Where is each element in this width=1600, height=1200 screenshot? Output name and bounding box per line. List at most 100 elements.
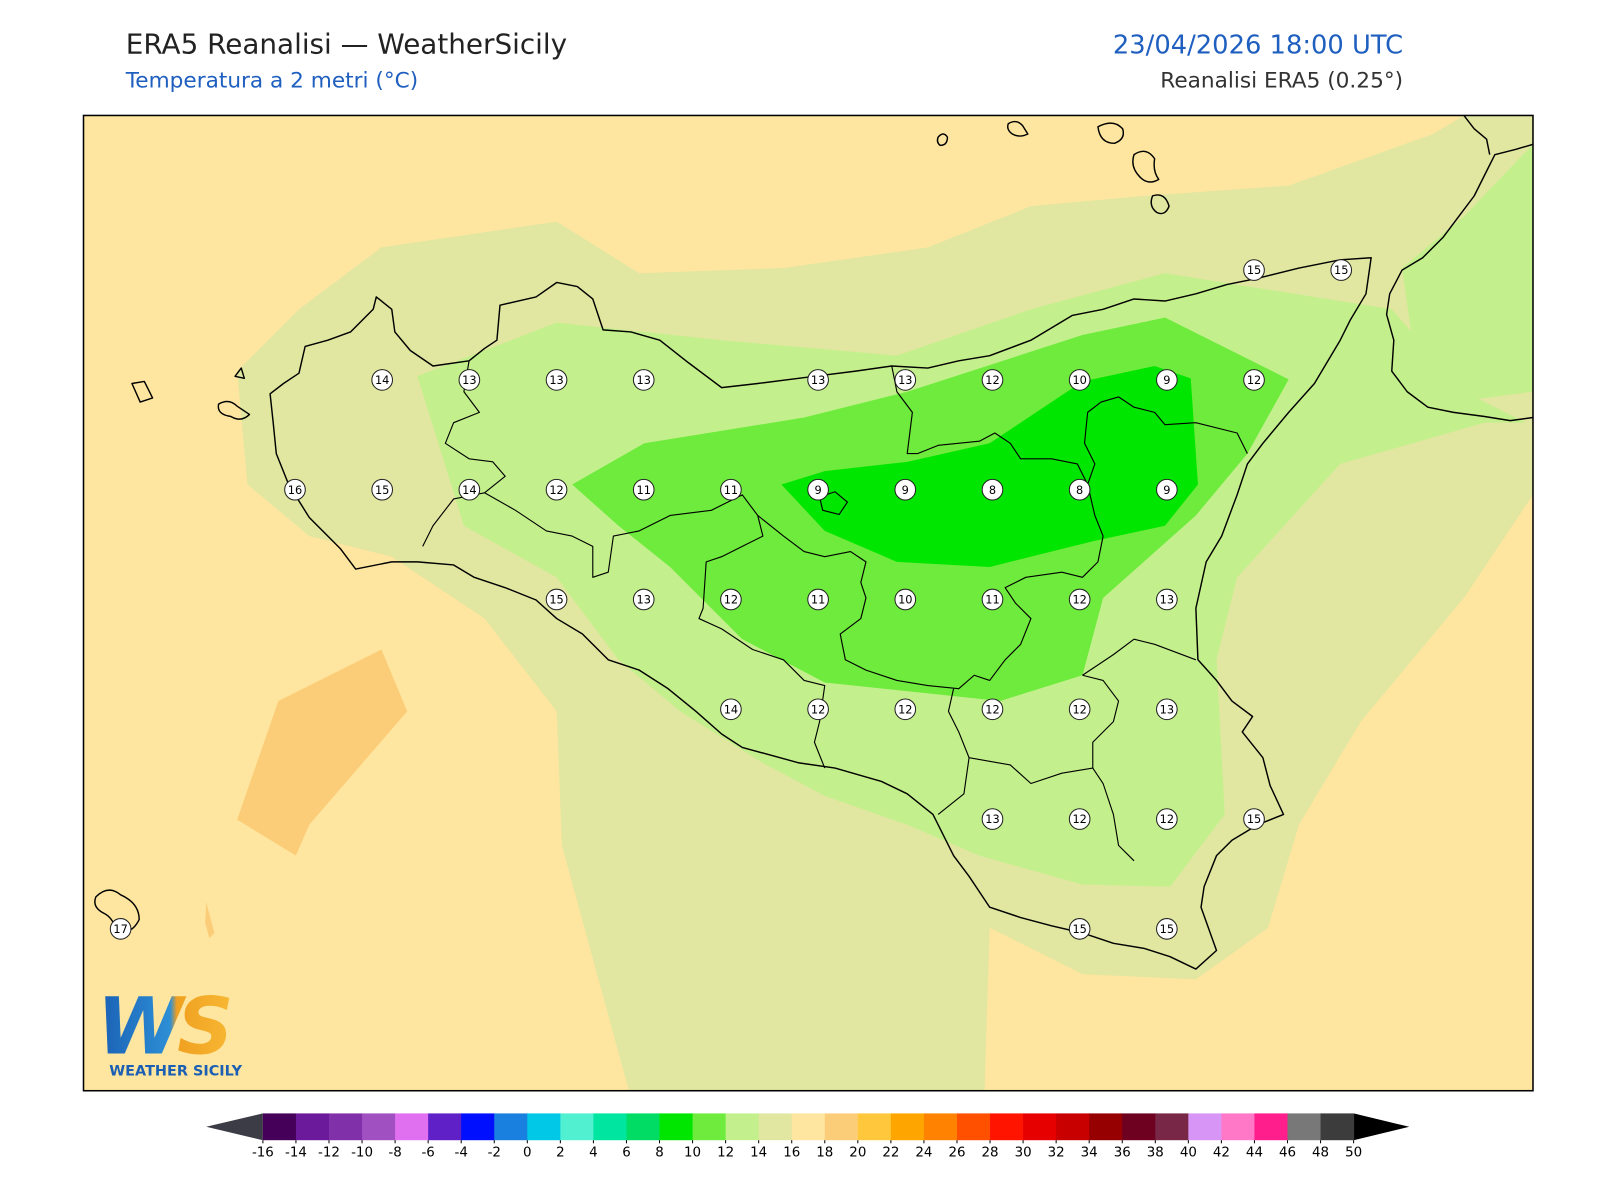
- station-marker: [981, 808, 1004, 830]
- colorbar-tick-label: 10: [684, 1146, 701, 1161]
- colorbar-tick-label: 26: [948, 1146, 965, 1161]
- station-value: 14: [375, 373, 389, 387]
- colorbar-tick-label: 8: [655, 1146, 664, 1161]
- station-marker: [1068, 588, 1091, 611]
- station-marker: [1068, 698, 1091, 721]
- station-marker: [1243, 259, 1265, 281]
- station-marker: [1068, 808, 1091, 830]
- station-marker: [1243, 369, 1265, 391]
- station-marker: [632, 478, 655, 501]
- province-border: [891, 365, 1089, 485]
- coastline: [269, 257, 1372, 970]
- province-border: [1082, 638, 1197, 676]
- colorbar-tick-label: 32: [1048, 1146, 1065, 1161]
- colorbar-box: [593, 1113, 627, 1141]
- station-value: 11: [811, 593, 825, 607]
- colorbar-tick-label: 14: [750, 1146, 767, 1161]
- title: ERA5 Reanalisi — WeatherSicily: [126, 28, 567, 61]
- island: [1007, 120, 1029, 137]
- colorbar-tick-label: 48: [1312, 1146, 1329, 1161]
- map-frame: [82, 114, 1534, 1092]
- colorbar-tick-label: 12: [717, 1146, 734, 1161]
- station-marker: [894, 369, 917, 391]
- station-marker: [371, 478, 393, 501]
- station-marker: [720, 478, 742, 501]
- province-border: [1082, 674, 1120, 769]
- colorbar-box: [857, 1113, 892, 1141]
- colorbar-box: [494, 1113, 528, 1141]
- station-marker: [720, 588, 742, 611]
- station-marker: [632, 369, 655, 391]
- station-marker: [458, 369, 481, 391]
- colorbar-box: [1122, 1113, 1156, 1141]
- colorbar-box: [1155, 1113, 1189, 1141]
- station-value: 10: [898, 593, 912, 607]
- province-border: [484, 492, 826, 769]
- colorbar-tick-label: 40: [1180, 1146, 1197, 1161]
- colorbar-tick-label: 44: [1246, 1146, 1263, 1161]
- station-marker: [371, 369, 393, 391]
- station-value: 12: [811, 702, 825, 716]
- island: [1132, 150, 1160, 183]
- station-value: 13: [1160, 593, 1174, 607]
- station-value: 11: [637, 483, 651, 497]
- colorbar-box: [428, 1113, 462, 1141]
- colorbar-box: [824, 1113, 859, 1141]
- colorbar-box: [758, 1113, 793, 1141]
- station-marker: [632, 588, 655, 611]
- station-value: 12: [985, 373, 999, 387]
- colorbar: -16 -14 -12 -10 -8 -6 -4 -2 0 2 4 6 8 10 12 14 16 18 20 22 2…: [206, 1113, 1410, 1161]
- colorbar-tick-label: -10: [351, 1146, 373, 1161]
- colorbar-box: [890, 1113, 925, 1141]
- colorbar-box: [395, 1113, 429, 1141]
- station-marker: [1068, 369, 1091, 391]
- station-value: 15: [1160, 922, 1174, 936]
- colorbar-tick-label: 42: [1213, 1146, 1230, 1161]
- colorbar-tick-label: 24: [915, 1146, 932, 1161]
- station-marker: [720, 698, 742, 721]
- station-value: 13: [637, 373, 651, 387]
- station-value: 15: [1247, 812, 1261, 826]
- station-marker: [807, 588, 829, 611]
- colorbar-tick-label: 20: [849, 1146, 866, 1161]
- station-value: 12: [724, 593, 738, 607]
- station-marker: [807, 369, 829, 391]
- colorbar-box: [262, 1113, 297, 1141]
- colorbar-tick-label: 18: [816, 1146, 833, 1161]
- colorbar-tick-label: 6: [622, 1146, 631, 1161]
- station-value: 15: [375, 483, 389, 497]
- field-8-10: [781, 365, 1198, 568]
- station-marker: [1243, 808, 1265, 830]
- station-value: 9: [1163, 483, 1170, 497]
- colorbar-tick-label: -2: [488, 1146, 501, 1161]
- colorbar-box: [725, 1113, 760, 1141]
- colorbar-box: [1023, 1113, 1057, 1141]
- colorbar-tick-label: 50: [1345, 1146, 1362, 1161]
- colorbar-tick-label: 4: [589, 1146, 598, 1161]
- station-marker: [1068, 478, 1091, 501]
- source: Reanalisi ERA5 (0.25°): [1160, 69, 1403, 94]
- station-marker: [1156, 918, 1178, 940]
- island: [936, 133, 949, 147]
- station-value: 11: [724, 483, 738, 497]
- colorbar-box: [1320, 1113, 1355, 1141]
- coastline: [1463, 115, 1491, 155]
- colorbar-over: [1353, 1113, 1410, 1141]
- station-marker: [1156, 808, 1178, 830]
- island: [1150, 194, 1170, 215]
- colorbar-tick-label: -6: [421, 1146, 434, 1161]
- colorbar-box: [990, 1113, 1024, 1141]
- colorbar-tick-label: 28: [982, 1146, 999, 1161]
- station-value: 17: [113, 922, 127, 936]
- station-value: 12: [1247, 373, 1261, 387]
- station-value: 12: [1072, 702, 1086, 716]
- logo-mark: WS: [97, 982, 230, 1073]
- station-value: 13: [462, 373, 476, 387]
- station-marker: [109, 918, 132, 940]
- station-marker: [545, 588, 568, 611]
- station-value: 9: [814, 483, 821, 497]
- station-value: 15: [549, 593, 563, 607]
- station-value: 12: [898, 702, 912, 716]
- station-marker: [545, 369, 568, 391]
